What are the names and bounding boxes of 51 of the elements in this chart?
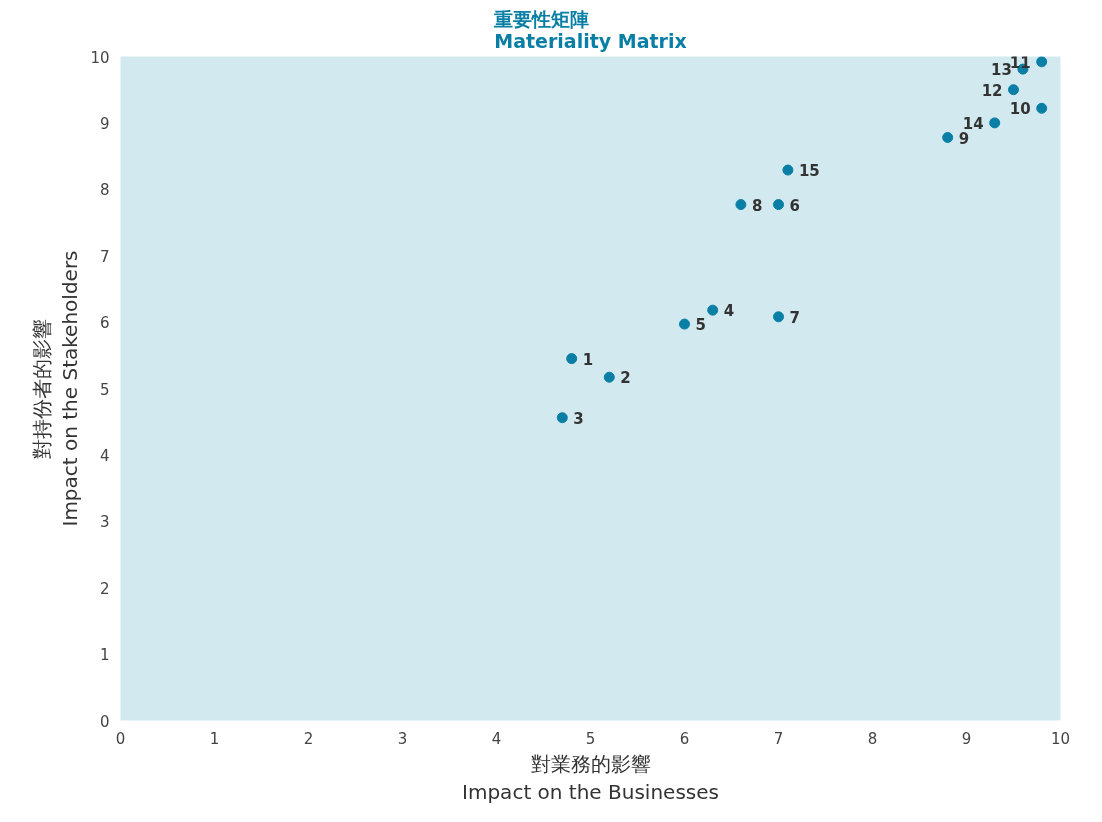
annotation: 5 <box>695 316 706 335</box>
point <box>1036 102 1048 114</box>
point <box>1008 84 1019 96</box>
y-tick-label: 5 <box>99 380 110 399</box>
x-tick-label: 9 <box>961 729 972 748</box>
annotation: 2 <box>620 369 631 388</box>
x-tick-label: 7 <box>773 729 784 748</box>
x-tick-label: 10 <box>1050 729 1071 748</box>
annotation: 6 <box>789 196 800 215</box>
point <box>782 164 794 176</box>
point <box>603 371 615 383</box>
x-tick-label: 3 <box>397 729 408 748</box>
annotation: 4 <box>723 302 735 321</box>
y-axis-title: 對持份者的影響 Impact on the Stakeholders <box>29 250 83 527</box>
annotation: 10 <box>1009 100 1031 119</box>
point <box>566 353 578 365</box>
y-tick-label: 10 <box>90 48 110 67</box>
point <box>989 117 1001 129</box>
y-tick-label: 1 <box>99 646 110 665</box>
point <box>773 199 784 211</box>
annotation: 13 <box>991 61 1012 80</box>
point <box>1036 56 1048 68</box>
x-tick-label: 1 <box>209 729 220 748</box>
point <box>707 304 719 316</box>
annotation: 3 <box>573 409 584 428</box>
annotation: 15 <box>798 162 820 181</box>
x-tick-label: 2 <box>303 729 314 748</box>
point <box>735 199 747 211</box>
x-tick-label: 6 <box>679 729 690 748</box>
annotation: 12 <box>981 81 1003 100</box>
y-tick-label: 8 <box>99 181 110 200</box>
y-tick-label: 7 <box>99 247 110 266</box>
point <box>556 412 568 424</box>
annotation: 7 <box>789 308 800 327</box>
annotation: 8 <box>751 196 763 215</box>
chart-title: 重要性矩陣 Materiality Matrix <box>493 7 687 52</box>
point <box>679 318 690 330</box>
y-tick-label: 6 <box>99 314 110 333</box>
x-tick-label: 4 <box>491 729 502 748</box>
point <box>773 311 784 323</box>
y-tick-label: 0 <box>99 712 110 731</box>
x-tick-label: 8 <box>867 729 878 748</box>
annotation: 1 <box>582 350 594 369</box>
y-tick-label: 3 <box>99 513 110 532</box>
point <box>942 132 954 143</box>
y-tick-label: 2 <box>99 579 110 598</box>
y-tick-label: 4 <box>99 446 110 465</box>
x-tick-label: 5 <box>585 729 596 748</box>
x-tick-label: 0 <box>115 729 126 748</box>
x-axis-title: 對業務的影響 Impact on the Businesses <box>462 751 719 805</box>
y-tick-label: 9 <box>99 114 110 133</box>
